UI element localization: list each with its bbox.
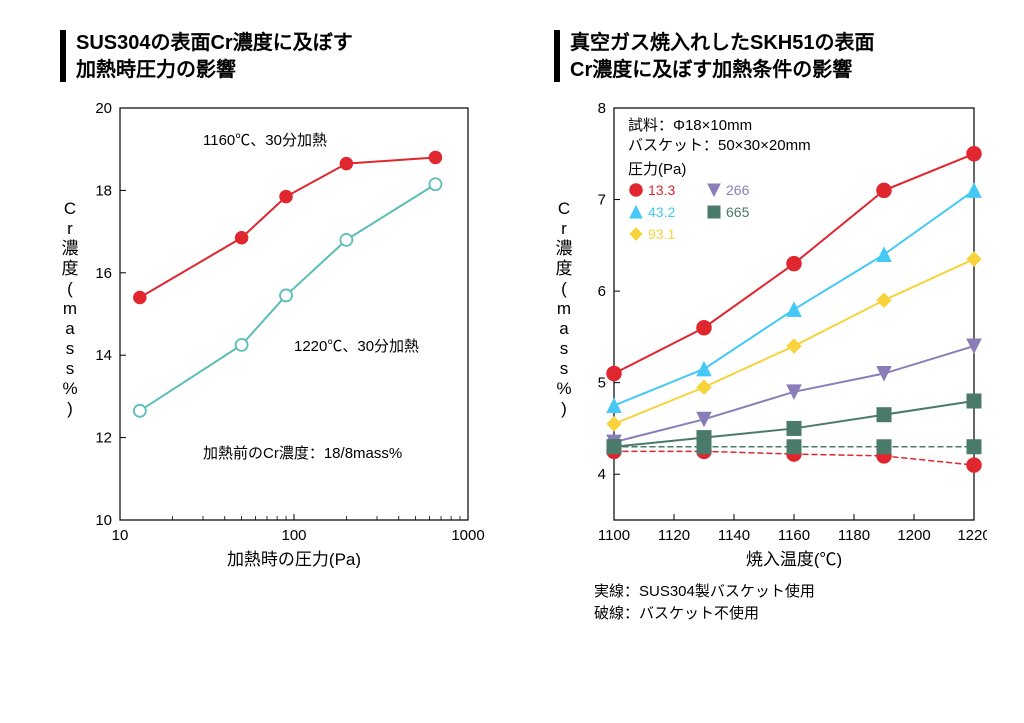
svg-text:100: 100 <box>281 527 306 544</box>
svg-text:1160: 1160 <box>778 527 810 544</box>
svg-text:266: 266 <box>726 182 750 198</box>
svg-text:13.3: 13.3 <box>648 182 675 198</box>
svg-text:7: 7 <box>598 192 606 209</box>
svg-text:): ) <box>67 399 73 418</box>
left-chart: 101001000101214161820加熱時の圧力(Pa)Cr濃度(mass… <box>48 98 518 573</box>
svg-text:10: 10 <box>112 527 129 544</box>
svg-text:(: ( <box>561 279 567 298</box>
svg-text:%: % <box>62 379 77 398</box>
svg-text:s: s <box>66 339 75 358</box>
svg-text:濃: 濃 <box>62 239 79 258</box>
right-title: 真空ガス焼入れしたSKH51の表面 Cr濃度に及ぼす加熱条件の影響 <box>570 30 874 84</box>
svg-text:焼入温度(℃): 焼入温度(℃) <box>746 550 842 568</box>
svg-text:1120: 1120 <box>658 527 690 544</box>
svg-text:4: 4 <box>598 466 606 483</box>
svg-text:a: a <box>65 319 75 338</box>
svg-text:93.1: 93.1 <box>648 226 675 242</box>
svg-text:1180: 1180 <box>838 527 870 544</box>
svg-text:%: % <box>556 379 571 398</box>
svg-text:m: m <box>63 299 77 318</box>
svg-text:5: 5 <box>598 375 606 392</box>
svg-text:1200: 1200 <box>897 527 930 544</box>
svg-text:6: 6 <box>598 283 606 300</box>
svg-text:1220℃、30分加熱: 1220℃、30分加熱 <box>294 338 419 355</box>
svg-text:r: r <box>561 219 567 238</box>
svg-text:1000: 1000 <box>451 527 484 544</box>
right-chart: 1100 1120 1140 1160 1180 1200 1220 4 5 6 7 8 焼入温度(℃)… <box>542 98 1012 573</box>
svg-text:r: r <box>67 219 73 238</box>
svg-text:s: s <box>66 359 75 378</box>
left-title: SUS304の表面Cr濃度に及ぼす 加熱時圧力の影響 <box>76 30 353 84</box>
svg-text:濃: 濃 <box>556 239 573 258</box>
svg-text:s: s <box>560 359 569 378</box>
svg-text:1160℃、30分加熱: 1160℃、30分加熱 <box>203 132 327 149</box>
svg-text:度: 度 <box>62 259 79 278</box>
svg-text:18: 18 <box>95 182 112 199</box>
svg-text:12: 12 <box>95 430 112 447</box>
svg-text:20: 20 <box>95 100 112 117</box>
left-title-row: SUS304の表面Cr濃度に及ぼす 加熱時圧力の影響 <box>48 30 518 84</box>
svg-text:1100: 1100 <box>598 527 630 544</box>
svg-text:C: C <box>64 199 76 218</box>
left-panel: SUS304の表面Cr濃度に及ぼす 加熱時圧力の影響 10 100 1000 10 12… <box>48 30 518 573</box>
svg-text:度: 度 <box>556 259 573 278</box>
svg-text:1140: 1140 <box>718 527 750 544</box>
right-title-row: 真空ガス焼入れしたSKH51の表面 Cr濃度に及ぼす加熱条件の影響 <box>542 30 1012 84</box>
svg-text:(: ( <box>67 279 73 298</box>
svg-text:665: 665 <box>726 204 750 220</box>
svg-text:10: 10 <box>95 512 112 529</box>
svg-text:16: 16 <box>95 265 112 282</box>
svg-text:1220: 1220 <box>957 527 987 544</box>
title-bar-icon <box>60 30 66 82</box>
svg-text:43.2: 43.2 <box>648 204 675 220</box>
svg-text:試料：Φ18×10mm: 試料：Φ18×10mm <box>628 117 752 134</box>
svg-text:a: a <box>559 319 569 338</box>
svg-text:バスケット：50×30×20mm: バスケット：50×30×20mm <box>628 137 811 154</box>
title-bar-icon <box>554 30 560 82</box>
right-panel: 真空ガス焼入れしたSKH51の表面 Cr濃度に及ぼす加熱条件の影響 110011… <box>542 30 1012 625</box>
svg-text:8: 8 <box>598 100 606 117</box>
svg-text:加熱前のCr濃度：18/8mass%: 加熱前のCr濃度：18/8mass% <box>203 445 402 462</box>
svg-text:C: C <box>558 199 570 218</box>
svg-text:): ) <box>561 399 567 418</box>
svg-text:圧力(Pa): 圧力(Pa) <box>628 161 686 178</box>
right-footnote: 実線：SUS304製バスケット使用 破線：バスケット不使用 <box>542 581 1012 625</box>
svg-text:14: 14 <box>95 347 112 364</box>
svg-text:s: s <box>560 339 569 358</box>
svg-text:加熱時の圧力(Pa): 加熱時の圧力(Pa) <box>227 550 361 568</box>
svg-text:m: m <box>557 299 571 318</box>
